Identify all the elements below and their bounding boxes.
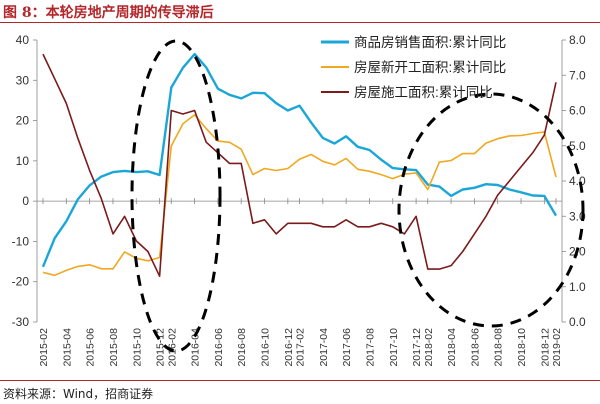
x-tick-label: 2015-08 [108,328,120,367]
x-tick-label: 2017-12 [411,328,423,367]
x-tick-label: 2016-10 [260,328,272,367]
series-line-3 [42,53,557,277]
highlight-ovals [130,39,585,353]
x-tick-label: 2015-04 [61,328,73,367]
x-tick-label: 2019-02 [551,328,563,367]
x-tick-label: 2017-06 [341,328,353,367]
x-tick-label: 2018-02 [423,328,435,367]
x-tick-label: 2015-02 [38,328,50,367]
x-tick-label: 2018-10 [516,328,528,367]
chart-series [41,52,558,277]
y-right-tick-label: 1.0 [569,280,586,294]
x-tick-label: 2015-06 [85,328,97,367]
figure-title: 图 8：本轮房地产周期的传导滞后 [3,5,214,21]
x-tick-label: 2018-06 [469,328,481,367]
x-tick-label: 2015-10 [131,328,143,367]
legend-label-3: 房屋施工面积:累计同比 [354,85,493,100]
highlight-oval-2018 [397,92,585,328]
y-left-tick-label: 0 [22,194,29,208]
legend-label-1: 商品房销售面积:累计同比 [354,35,506,50]
series-line-2 [42,114,557,277]
y-left-tick-label: -30 [12,315,30,329]
y-left-tick-label: 10 [16,154,30,168]
x-tick-label: 2016-02 [166,328,178,367]
x-tick-label: 2016-08 [236,328,248,367]
y-right-tick-label: 0.0 [569,315,586,329]
series-line-1 [41,52,558,268]
y-right-tick-label: 4.0 [569,174,586,188]
source-note: 资料来源：Wind，招商证券 [3,387,154,401]
x-tick-label: 2017-10 [388,328,400,367]
highlight-oval-2016 [130,39,222,353]
y-right-tick-label: 7.0 [569,68,586,82]
y-left-tick-label: 40 [16,33,30,47]
y-left-tick-label: -20 [12,275,30,289]
x-tick-label: 2016-06 [213,328,225,367]
y-left-tick-label: 20 [16,114,30,128]
legend-label-2: 房屋新开工面积:累计同比 [354,60,506,75]
x-tick-label: 2017-08 [364,328,376,367]
x-tick-label: 2018-04 [446,328,458,367]
y-right-tick-label: 5.0 [569,139,586,153]
y-right-tick-label: 8.0 [569,33,586,47]
x-tick-label: 2017-02 [295,328,307,367]
chart-axes: -30-20-100102030400.01.02.03.04.05.06.07… [12,33,586,367]
y-left-tick-label: 30 [16,73,30,87]
source-rule [0,380,600,381]
y-right-tick-label: 6.0 [569,104,586,118]
x-tick-label: 2016-04 [190,328,202,367]
x-tick-label: 2018-12 [539,328,551,367]
x-tick-label: 2017-04 [318,328,330,367]
title-rule [0,22,600,23]
y-left-tick-label: -10 [12,234,30,248]
x-tick-label: 2018-08 [493,328,505,367]
line-chart: -30-20-100102030400.01.02.03.04.05.06.07… [12,33,586,367]
x-tick-label: 2016-12 [283,328,295,367]
